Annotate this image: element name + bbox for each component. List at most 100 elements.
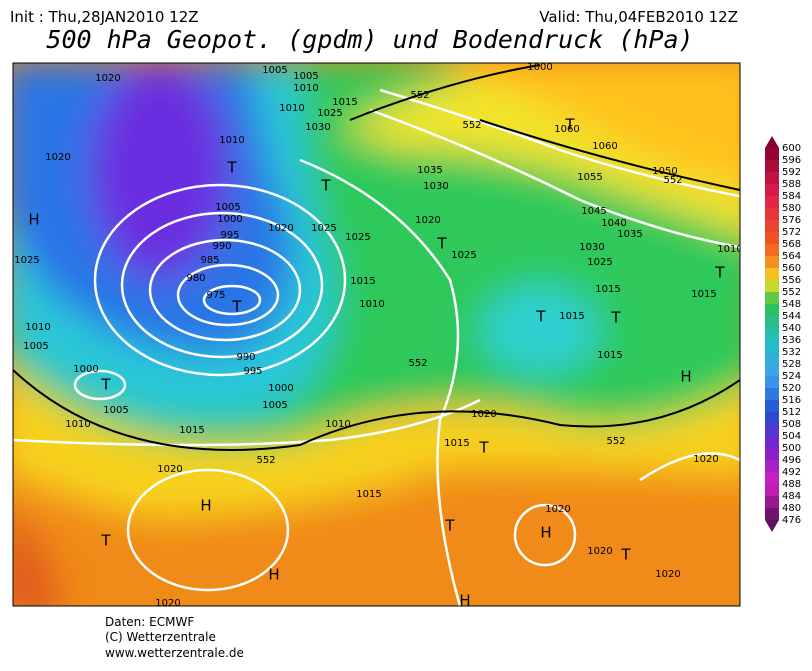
isobar-label: 1005 [262,65,287,76]
colorbar-step [765,148,779,160]
isobar-label: 1025 [451,250,476,261]
colorbar-label: 568 [782,239,801,250]
isobar-label: 1025 [587,257,612,268]
footer-data: Daten: ECMWF [105,615,194,629]
isobar-label: 1000 [527,62,552,73]
colorbar-step [765,292,779,304]
colorbar-step [765,400,779,412]
colorbar-label: 528 [782,359,801,370]
pressure-center: T [610,309,621,327]
isobar-label: 1005 [293,71,318,82]
pressure-center: T [436,235,447,253]
isobar-label: 985 [200,255,219,266]
colorbar-step [765,496,779,508]
isobar-label: 552 [606,436,625,447]
colorbar-label: 512 [782,407,801,418]
colorbar-step [765,388,779,400]
isobar-label: 1020 [655,569,680,580]
isobar-label: 1020 [545,504,570,515]
colorbar-step [765,220,779,232]
colorbar-label: 552 [782,287,801,298]
isobar-label: 1015 [350,276,375,287]
colorbar-step [765,376,779,388]
isobar-label: 1020 [157,464,182,475]
isobar-label: 1030 [579,242,604,253]
isobar-label: 1025 [345,232,370,243]
colorbar-step [765,268,779,280]
isobar-label: 1025 [317,108,342,119]
colorbar-label: 576 [782,215,801,226]
isobar-label: 1035 [617,229,642,240]
colorbar-step [765,424,779,436]
isobar-label: 1020 [415,215,440,226]
map-frame [12,62,741,607]
pressure-center: T [100,532,111,550]
pressure-center: H [459,592,470,610]
colorbar-label: 580 [782,203,801,214]
isobar-label: 1060 [554,124,579,135]
isobar-label: 1020 [155,598,180,609]
isobar-label: 990 [236,352,255,363]
colorbar-step [765,364,779,376]
isobar-label: 1030 [423,181,448,192]
colorbar-label: 500 [782,443,801,454]
isobar-label: 1010 [717,244,742,255]
colorbar-step [765,244,779,256]
map-title: 500 hPa Geopot. (gpdm) und Bodendruck (h… [46,25,693,54]
isobar-label: 1000 [268,383,293,394]
isobar-label: 1010 [279,103,304,114]
colorbar-cap-top [765,136,779,148]
colorbar-step [765,472,779,484]
colorbar-label: 600 [782,143,801,154]
colorbar-step [765,340,779,352]
colorbar-cap-bottom [765,520,779,532]
pressure-center: H [200,497,211,515]
isobar-label: 1020 [693,454,718,465]
isobar-label: 1020 [45,152,70,163]
colorbar-step [765,172,779,184]
colorbar-step [765,232,779,244]
colorbar-label: 496 [782,455,801,466]
isobar-label: 1010 [325,419,350,430]
isobar-label: 1025 [311,223,336,234]
colorbar-step [765,160,779,172]
colorbar-step [765,484,779,496]
isobar-label: 1010 [25,322,50,333]
colorbar-label: 572 [782,227,801,238]
isobar-label: 1010 [65,419,90,430]
colorbar-label: 484 [782,491,801,502]
colorbar-label: 524 [782,371,801,382]
colorbar-label: 520 [782,383,801,394]
colorbar-step [765,508,779,520]
init-time: Init : Thu,28JAN2010 12Z [10,8,199,26]
isobar-label: 552 [462,120,481,131]
isobar-label: 1015 [444,438,469,449]
pressure-center: T [320,177,331,195]
isobar-label: 1020 [268,223,293,234]
pressure-center: T [226,159,237,177]
colorbar-label: 532 [782,347,801,358]
colorbar-step [765,256,779,268]
colorbar-step [765,328,779,340]
colorbar-step [765,184,779,196]
colorbar-step [765,460,779,472]
isobar-label: 1020 [95,73,120,84]
isobar-label: 1015 [559,311,584,322]
isobar-label: 1010 [359,299,384,310]
isobar-label: 1000 [73,364,98,375]
pressure-center: T [620,546,631,564]
footer-url: www.wetterzentrale.de [105,646,244,660]
isobar-label: 1015 [332,97,357,108]
isobar-label: 1050 [652,166,677,177]
colorbar-step [765,304,779,316]
footer-copyright: (C) Wetterzentrale [105,630,216,644]
isobar-label: 1015 [179,425,204,436]
isobar-label: 1010 [219,135,244,146]
colorbar-label: 548 [782,299,801,310]
colorbar-label: 560 [782,263,801,274]
colorbar-label: 584 [782,191,801,202]
pressure-center: H [680,368,691,386]
colorbar-label: 588 [782,179,801,190]
isobar-label: 995 [243,366,262,377]
colorbar-step [765,316,779,328]
